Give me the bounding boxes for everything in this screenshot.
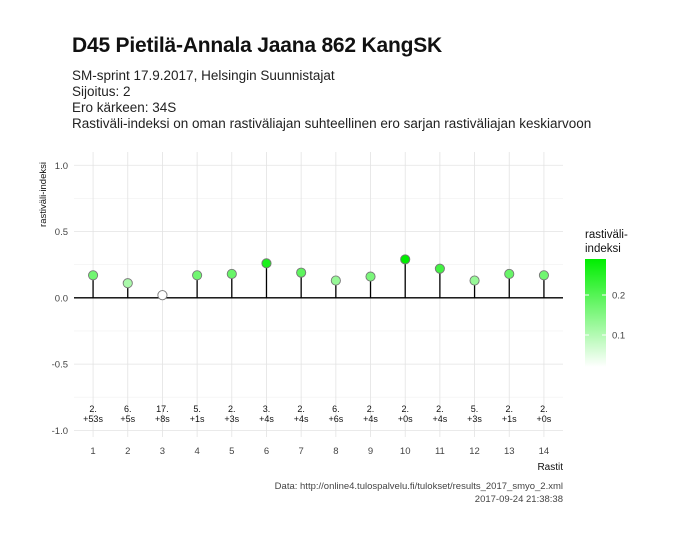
rank-label: 2.	[505, 404, 513, 414]
legend-colorbar	[585, 259, 606, 367]
subtitle-event: SM-sprint 17.9.2017, Helsingin Suunnista…	[72, 68, 335, 83]
data-point	[469, 275, 480, 286]
data-point	[192, 270, 203, 281]
diff-label: +5s	[120, 414, 135, 424]
x-tick-label: 7	[299, 446, 304, 457]
rank-label: 2.	[89, 404, 97, 414]
data-point	[434, 263, 445, 274]
x-tick-label: 1	[90, 446, 95, 457]
x-tick-label: 6	[264, 446, 269, 457]
legend-title-line1: rastiväli-	[585, 229, 628, 241]
x-tick-label: 14	[539, 446, 550, 457]
rank-label: 5.	[193, 404, 201, 414]
rank-label: 2.	[436, 404, 444, 414]
x-tick-label: 3	[160, 446, 165, 457]
data-point	[157, 290, 168, 301]
data-point	[330, 275, 341, 286]
data-point	[296, 267, 307, 278]
x-tick-label: 10	[400, 446, 411, 457]
data-point	[400, 254, 411, 265]
subtitle-description: Rastiväli-indeksi on oman rastiväliajan …	[72, 116, 592, 131]
diff-label: +4s	[259, 414, 274, 424]
diff-label: +4s	[433, 414, 448, 424]
rank-label: 6.	[332, 404, 340, 414]
diff-label: +4s	[363, 414, 378, 424]
chart-title: D45 Pietilä-Annala Jaana 862 KangSK	[72, 34, 442, 57]
diff-label: +1s	[502, 414, 517, 424]
legend-title-line2: indeksi	[585, 243, 621, 255]
rank-label: 6.	[124, 404, 132, 414]
rank-label: 17.	[156, 404, 169, 414]
diff-label: +8s	[155, 414, 170, 424]
data-point	[504, 268, 515, 280]
y-tick-label: 0.5	[55, 227, 68, 238]
diff-label: +0s	[537, 414, 552, 424]
data-point	[538, 270, 549, 281]
x-tick-label: 8	[333, 446, 338, 457]
data-point	[261, 258, 272, 269]
diff-label: +4s	[294, 414, 309, 424]
x-tick-label: 11	[435, 446, 445, 457]
data-point	[226, 268, 237, 280]
rank-label: 5.	[471, 404, 479, 414]
y-tick-label: -0.5	[52, 360, 68, 371]
data-point	[122, 278, 133, 289]
rank-label: 2.	[228, 404, 236, 414]
legend-tick-label: 0.2	[612, 291, 625, 302]
y-tick-label: 0.0	[55, 293, 68, 304]
data-point	[88, 270, 99, 281]
rank-label: 2.	[367, 404, 375, 414]
data-point	[365, 271, 376, 282]
timestamp: 2017-09-24 21:38:38	[474, 494, 563, 505]
diff-label: +6s	[328, 414, 343, 424]
diff-label: +3s	[224, 414, 239, 424]
y-tick-label: -1.0	[52, 426, 68, 437]
x-tick-label: 9	[368, 446, 373, 457]
rank-label: 3.	[263, 404, 271, 414]
diff-label: +0s	[398, 414, 413, 424]
rank-label: 2.	[297, 404, 305, 414]
x-tick-label: 13	[504, 446, 515, 457]
legend-tick-label: 0.1	[612, 331, 625, 342]
x-tick-label: 12	[469, 446, 480, 457]
subtitle-rank: Sijoitus: 2	[72, 84, 131, 99]
rank-label: 2.	[401, 404, 409, 414]
y-axis-label: rastiväli-indeksi	[38, 162, 49, 227]
subtitle-gap: Ero kärkeen: 34S	[72, 100, 177, 115]
x-axis-label: Rastit	[537, 462, 563, 473]
diff-label: +1s	[190, 414, 205, 424]
y-tick-label: 1.0	[55, 161, 68, 172]
x-tick-label: 5	[229, 446, 234, 457]
data-source: Data: http://online4.tulospalvelu.fi/tul…	[274, 481, 563, 492]
diff-label: +3s	[467, 414, 482, 424]
rank-label: 2.	[540, 404, 548, 414]
x-tick-label: 4	[194, 446, 199, 457]
x-tick-label: 2	[125, 446, 130, 457]
diff-label: +53s	[83, 414, 103, 424]
